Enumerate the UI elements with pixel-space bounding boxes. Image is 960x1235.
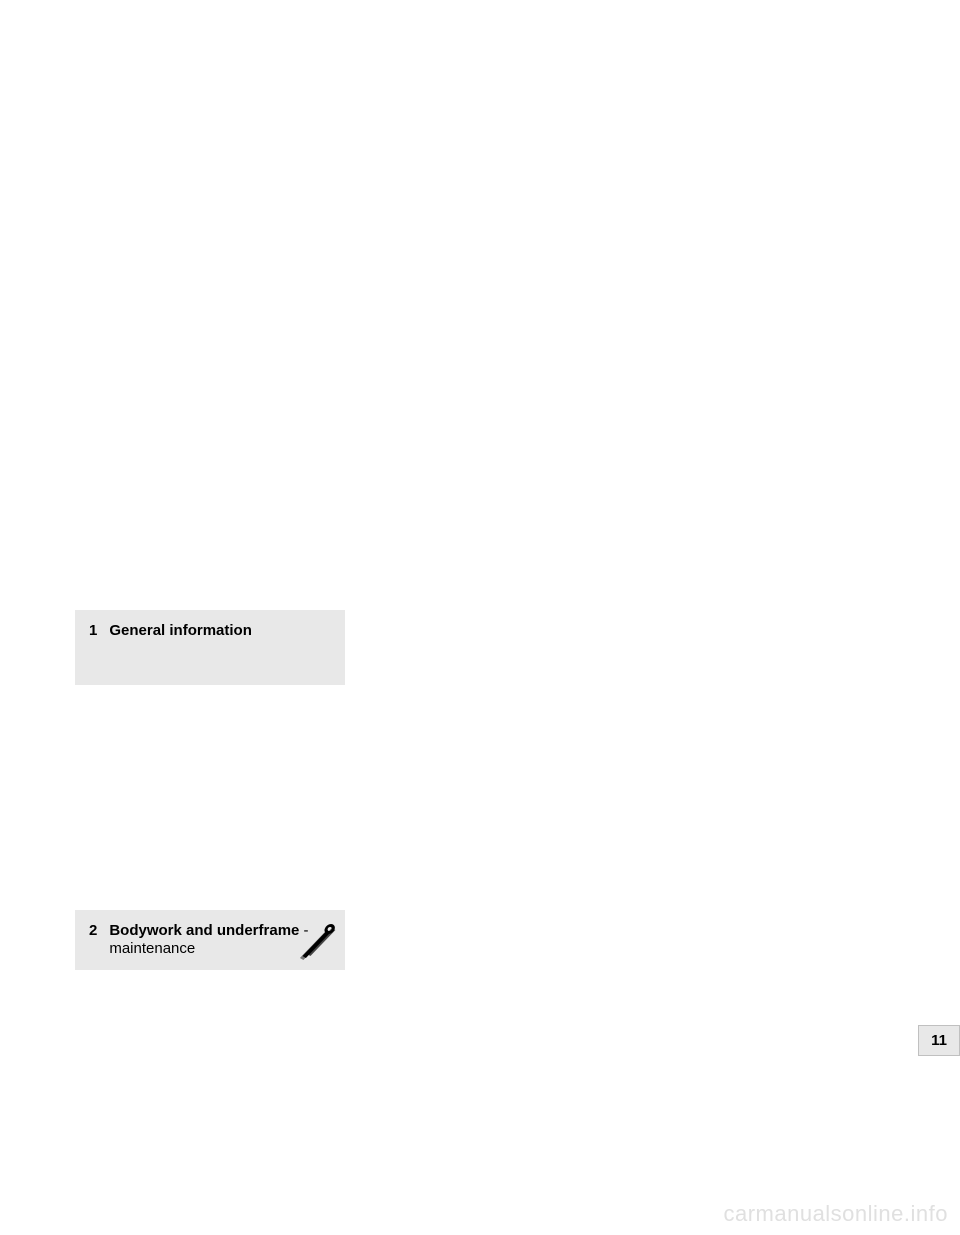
page-number: 11 [931, 1032, 947, 1049]
section-title: Bodywork and underframe [109, 922, 299, 939]
page-container: 1 General information 2 Bodywork and und… [0, 0, 960, 1235]
page-number-label: 11 [918, 1025, 960, 1056]
spacer-mid [75, 685, 885, 910]
spacer-top [75, 0, 885, 610]
section-subtitle: maintenance [109, 940, 195, 957]
watermark: carmanualsonline.info [723, 1201, 948, 1227]
section-number: 1 [89, 622, 97, 639]
section-number: 2 [89, 922, 97, 939]
section-title-wrapper: Bodywork and underframe - maintenance [109, 922, 308, 958]
section-header-general-info: 1 General information [75, 610, 345, 685]
section-header-bodywork: 2 Bodywork and underframe - maintenance [75, 910, 345, 970]
section-title: General information [109, 622, 252, 639]
